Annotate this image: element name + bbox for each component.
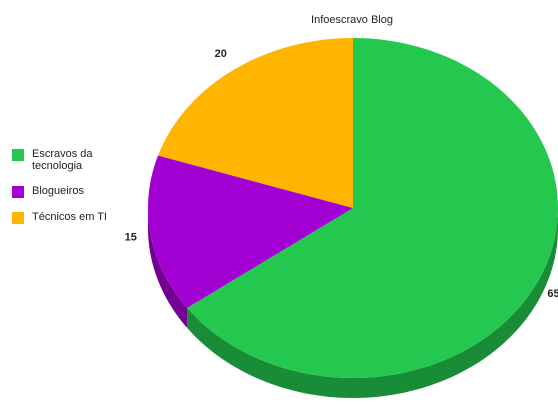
legend-swatch [12, 186, 24, 198]
pie-slice-side [187, 208, 558, 398]
pie-slice [148, 155, 353, 308]
pie-slice [187, 38, 558, 378]
legend-item: Técnicos em TI [12, 211, 122, 224]
legend: Escravos da tecnologia Blogueiros Técnicos… [12, 148, 122, 237]
legend-item: Escravos da tecnologia [12, 148, 122, 172]
legend-swatch [12, 149, 24, 161]
value-label: 65 [547, 288, 558, 300]
pie-slice-side [148, 208, 188, 328]
value-label: 20 [215, 48, 227, 60]
legend-label: Escravos da tecnologia [32, 148, 93, 172]
legend-item: Blogueiros [12, 185, 122, 198]
legend-label: Blogueiros [32, 185, 84, 197]
value-label: 15 [125, 232, 137, 244]
pie-slice [158, 38, 353, 208]
legend-swatch [12, 212, 24, 224]
legend-label: Técnicos em TI [32, 211, 107, 223]
chart-title: Infoescravo Blog [311, 14, 393, 26]
